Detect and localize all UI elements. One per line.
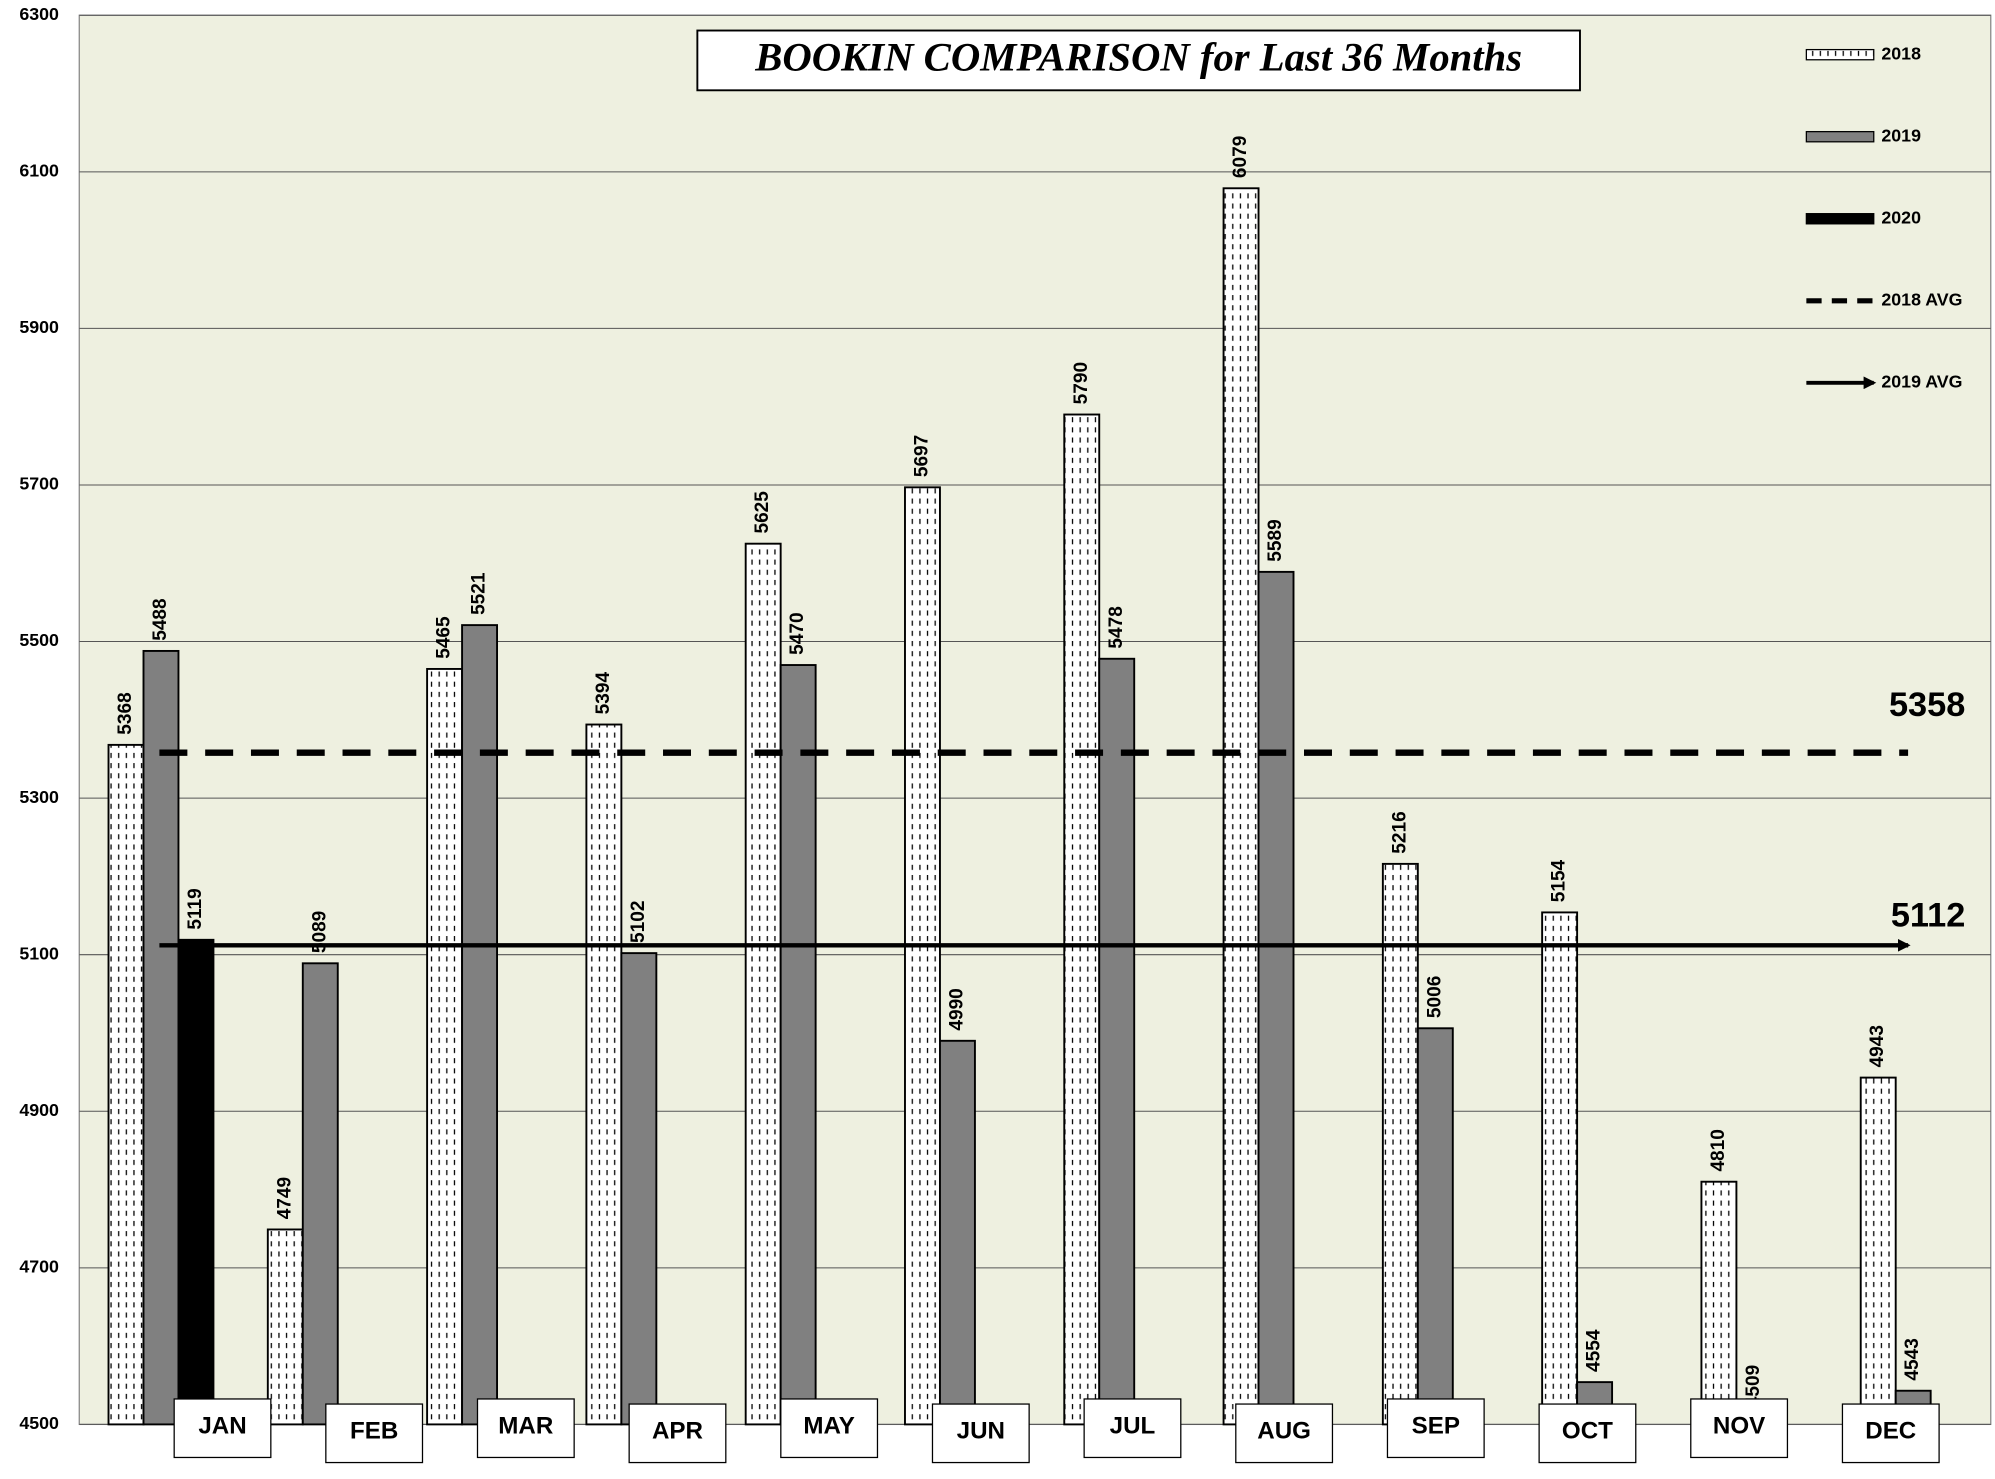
reference-label: 5358 — [1889, 686, 1965, 724]
legend-label: 2018 — [1881, 43, 1921, 63]
y-tick-label: 5100 — [19, 943, 59, 963]
category-box — [1386, 1398, 1485, 1459]
data-label: 5368 — [115, 692, 136, 735]
category-box — [1690, 1398, 1789, 1459]
category-box — [1083, 1398, 1182, 1459]
legend-swatch — [1805, 130, 1875, 143]
legend-label: 2019 AVG — [1881, 372, 1962, 392]
x-tick-label: AUG — [1257, 1417, 1311, 1444]
data-label: 5589 — [1265, 519, 1286, 561]
category-box — [931, 1403, 1030, 1464]
bar — [426, 667, 464, 1426]
category-box — [1538, 1403, 1637, 1464]
bar — [107, 743, 145, 1426]
data-label: 4810 — [1708, 1129, 1729, 1171]
bar — [1541, 911, 1579, 1426]
category-box — [628, 1403, 727, 1464]
bar — [1859, 1076, 1897, 1426]
bar — [1063, 413, 1101, 1426]
data-label: 4554 — [1584, 1329, 1605, 1372]
bar — [1700, 1180, 1738, 1426]
x-tick-label: SEP — [1412, 1412, 1460, 1439]
y-tick-label: 5700 — [19, 474, 59, 494]
x-tick-label: FEB — [350, 1417, 398, 1444]
legend-swatch — [1805, 48, 1875, 61]
y-tick-label: 4700 — [19, 1257, 59, 1277]
x-tick-label: MAR — [498, 1412, 553, 1439]
bar — [779, 664, 817, 1426]
y-tick-label: 4500 — [19, 1413, 59, 1433]
bar — [938, 1039, 976, 1426]
data-label: 6079 — [1230, 136, 1251, 178]
legend-swatch — [1805, 213, 1875, 225]
y-tick-label: 6300 — [19, 4, 59, 24]
data-label: 5089 — [309, 911, 330, 953]
data-label: 5465 — [434, 616, 455, 659]
data-label: 4749 — [274, 1177, 295, 1219]
y-tick-label: 4900 — [19, 1100, 59, 1120]
data-label: 5394 — [593, 672, 614, 715]
x-tick-label: MAY — [803, 1412, 854, 1439]
legend-label: 2018 AVG — [1881, 289, 1962, 309]
x-tick-label: JUL — [1110, 1412, 1156, 1439]
data-label: 4509 — [1743, 1365, 1764, 1407]
y-tick-label: 5900 — [19, 317, 59, 337]
bar — [301, 962, 339, 1426]
data-label: 5697 — [911, 435, 932, 477]
bar — [1381, 862, 1419, 1426]
x-tick-label: DEC — [1865, 1417, 1916, 1444]
title-box — [696, 29, 1581, 92]
bar — [620, 952, 658, 1426]
data-label: 5102 — [628, 901, 649, 943]
data-label: 5119 — [185, 888, 206, 929]
bar — [744, 542, 782, 1426]
chart-title: BOOKIN COMPARISON for Last 36 Months — [754, 34, 1522, 79]
bar — [266, 1228, 304, 1426]
data-label: 4543 — [1902, 1338, 1923, 1380]
y-tick-label: 6100 — [19, 161, 59, 181]
data-label: 5625 — [752, 491, 773, 534]
category-box — [1235, 1403, 1334, 1464]
bar — [904, 486, 941, 1426]
data-label: 5470 — [787, 612, 808, 654]
x-tick-label: APR — [652, 1417, 703, 1444]
category-box — [325, 1403, 424, 1464]
bar — [1222, 187, 1260, 1426]
data-label: 4990 — [946, 988, 967, 1030]
category-box — [1841, 1403, 1940, 1464]
data-label: 5216 — [1389, 811, 1410, 853]
y-tick-label: 5500 — [19, 630, 59, 650]
category-box — [780, 1398, 879, 1459]
plot-area — [78, 14, 1992, 1426]
data-label: 5488 — [150, 598, 171, 641]
bar — [142, 649, 180, 1426]
data-label: 5006 — [1424, 976, 1445, 1018]
data-label: 5154 — [1549, 859, 1570, 902]
bar — [461, 624, 499, 1426]
x-tick-label: NOV — [1713, 1412, 1765, 1439]
data-label: 5478 — [1106, 606, 1127, 649]
x-tick-label: JUN — [957, 1417, 1005, 1444]
category-box — [173, 1398, 272, 1459]
legend-label: 2020 — [1881, 207, 1921, 227]
x-tick-label: JAN — [198, 1412, 246, 1439]
reference-label: 5112 — [1891, 896, 1965, 934]
bar — [1098, 657, 1136, 1426]
y-tick-label: 5300 — [19, 787, 59, 807]
category-box — [476, 1398, 575, 1459]
bar — [1257, 570, 1295, 1426]
data-label: 5790 — [1071, 362, 1092, 404]
x-tick-label: OCT — [1562, 1417, 1613, 1444]
data-label: 5521 — [469, 572, 490, 615]
bar — [177, 938, 215, 1426]
bar — [585, 723, 623, 1426]
data-label: 4943 — [1867, 1025, 1888, 1067]
bar — [1416, 1027, 1454, 1426]
legend-label: 2019 — [1881, 125, 1921, 145]
